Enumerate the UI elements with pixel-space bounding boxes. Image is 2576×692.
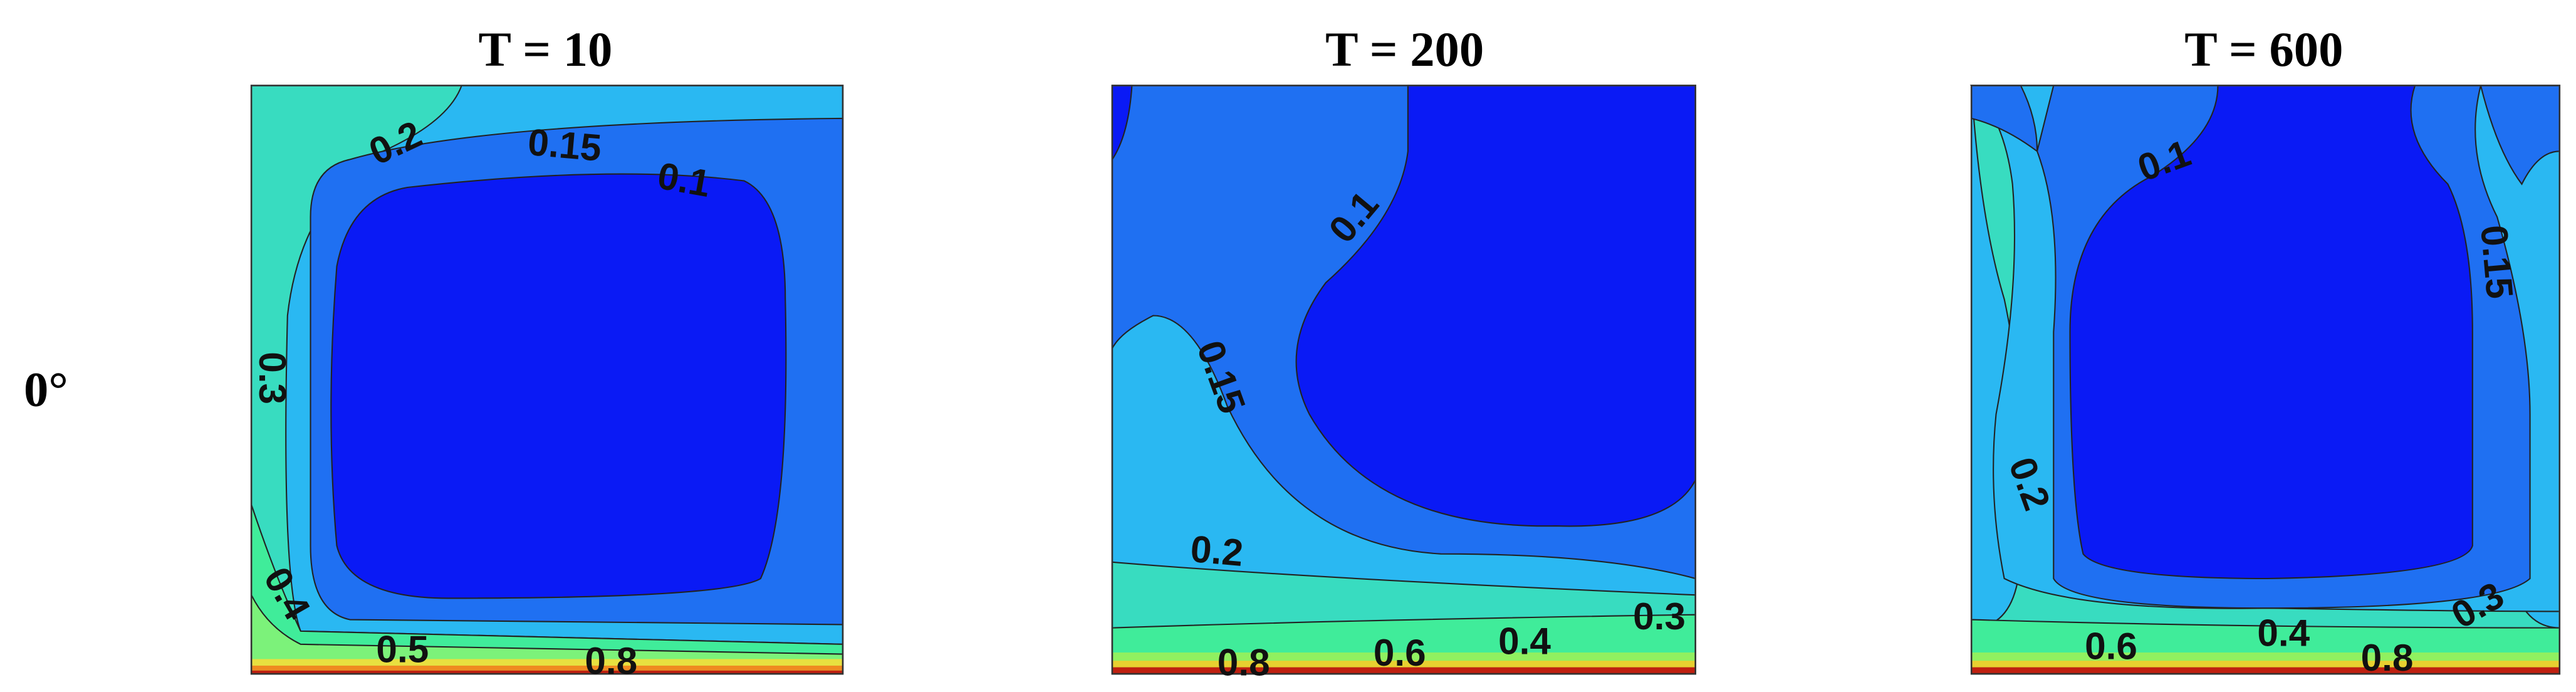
contour-label: 0.6 bbox=[2085, 624, 2137, 667]
contour-label: 0.8 bbox=[585, 639, 637, 682]
contour-plot bbox=[250, 85, 844, 675]
contour-label: 0.15 bbox=[2473, 223, 2521, 300]
contour-label: 0.1 bbox=[655, 154, 714, 205]
contour-plot bbox=[1111, 85, 1697, 675]
contour-label: 0.3 bbox=[1633, 595, 1686, 637]
contour-label: 0.4 bbox=[1498, 620, 1551, 663]
contour-label: 0.2 bbox=[1189, 527, 1244, 574]
contour-label: 0.8 bbox=[1218, 641, 1270, 684]
contour-label: 0.4 bbox=[2257, 611, 2310, 654]
panel-title: T = 10 bbox=[479, 23, 613, 77]
contour-label: 0.3 bbox=[251, 352, 294, 404]
contour-label: 0.6 bbox=[1374, 631, 1426, 674]
panel-title: T = 200 bbox=[1325, 23, 1484, 77]
row-label: 0° bbox=[24, 363, 68, 417]
contour-label: 0.5 bbox=[376, 628, 429, 671]
panel-title: T = 600 bbox=[2184, 23, 2343, 77]
contour-label: 0.15 bbox=[526, 120, 603, 169]
contour-label: 0.8 bbox=[2361, 636, 2414, 679]
contour-plot bbox=[1969, 85, 2561, 675]
